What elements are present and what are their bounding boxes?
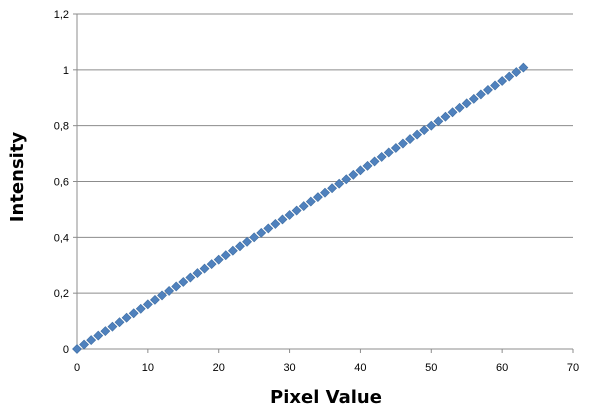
x-tick-label: 50 bbox=[425, 362, 437, 374]
data-point bbox=[100, 326, 111, 337]
data-point bbox=[390, 143, 401, 153]
data-point bbox=[178, 277, 189, 287]
x-tick-label: 70 bbox=[567, 362, 579, 374]
data-point bbox=[348, 169, 359, 180]
data-point bbox=[461, 98, 472, 109]
data-point bbox=[511, 67, 522, 77]
data-point bbox=[135, 303, 146, 314]
data-point bbox=[468, 93, 479, 104]
data-point bbox=[504, 71, 515, 82]
data-point bbox=[483, 85, 493, 95]
data-point bbox=[305, 196, 316, 207]
data-point bbox=[454, 102, 465, 113]
data-point bbox=[518, 62, 529, 73]
data-point bbox=[440, 111, 451, 122]
data-point bbox=[242, 236, 252, 247]
gridlines bbox=[77, 13, 573, 294]
data-point bbox=[86, 335, 97, 345]
data-point bbox=[185, 272, 196, 283]
data-point bbox=[320, 187, 330, 198]
data-point bbox=[398, 138, 408, 149]
data-point bbox=[192, 268, 203, 278]
data-point bbox=[284, 210, 295, 220]
data-point bbox=[270, 219, 281, 229]
data-point bbox=[128, 308, 139, 319]
x-tick-label: 60 bbox=[496, 362, 508, 374]
data-point bbox=[447, 107, 458, 118]
data-point bbox=[405, 134, 415, 144]
data-point bbox=[227, 245, 238, 256]
data-point bbox=[376, 152, 387, 162]
data-point bbox=[327, 183, 338, 194]
x-tick-label: 40 bbox=[354, 362, 366, 374]
data-point bbox=[312, 192, 323, 203]
data-point bbox=[256, 227, 267, 238]
y-tick-label: 1,2 bbox=[54, 9, 69, 21]
data-points bbox=[72, 62, 529, 354]
y-axis-title: Intensity bbox=[7, 132, 28, 223]
y-tick-label: 0,6 bbox=[54, 177, 69, 189]
data-point bbox=[426, 120, 437, 131]
data-point bbox=[277, 214, 288, 225]
data-point bbox=[249, 232, 260, 243]
data-point bbox=[490, 80, 500, 91]
data-point bbox=[213, 254, 224, 265]
data-point bbox=[355, 165, 366, 176]
data-point bbox=[298, 201, 309, 211]
data-point bbox=[157, 290, 167, 301]
data-point bbox=[107, 321, 118, 332]
data-point bbox=[150, 294, 160, 305]
data-point bbox=[419, 125, 430, 136]
data-point bbox=[433, 116, 444, 127]
data-point bbox=[114, 317, 125, 328]
data-point bbox=[412, 129, 423, 140]
data-point bbox=[93, 330, 104, 341]
data-point bbox=[121, 312, 132, 323]
data-point bbox=[291, 205, 302, 216]
data-point bbox=[334, 178, 345, 189]
data-point bbox=[235, 241, 245, 252]
y-tick-label: 0 bbox=[63, 344, 69, 356]
data-point bbox=[79, 339, 90, 350]
data-point bbox=[164, 286, 175, 296]
data-point bbox=[475, 89, 486, 100]
data-point bbox=[199, 263, 210, 274]
data-point bbox=[142, 299, 153, 310]
data-point bbox=[171, 281, 182, 292]
data-point bbox=[206, 259, 217, 270]
x-tick-label: 20 bbox=[213, 362, 225, 374]
y-tick-label: 0,8 bbox=[54, 121, 69, 133]
data-point bbox=[341, 174, 352, 185]
x-axis-title: Pixel Value bbox=[270, 387, 382, 408]
y-tick-label: 1 bbox=[63, 65, 69, 77]
x-tick-label: 30 bbox=[283, 362, 295, 374]
data-point bbox=[263, 223, 274, 234]
data-point bbox=[72, 344, 82, 354]
x-tick-label: 0 bbox=[74, 362, 80, 374]
data-point bbox=[220, 250, 231, 261]
x-tick-label: 10 bbox=[142, 362, 154, 374]
data-point bbox=[383, 147, 394, 158]
tick-labels: 0 0,2 0,4 0,6 0,8 1 1,2 0 10 20 30 40 50 60 70 bbox=[54, 9, 579, 374]
y-tick-label: 0,2 bbox=[54, 288, 69, 300]
data-point bbox=[362, 160, 373, 171]
data-point bbox=[369, 156, 380, 167]
data-point bbox=[497, 76, 508, 86]
y-tick-label: 0,4 bbox=[54, 232, 69, 244]
